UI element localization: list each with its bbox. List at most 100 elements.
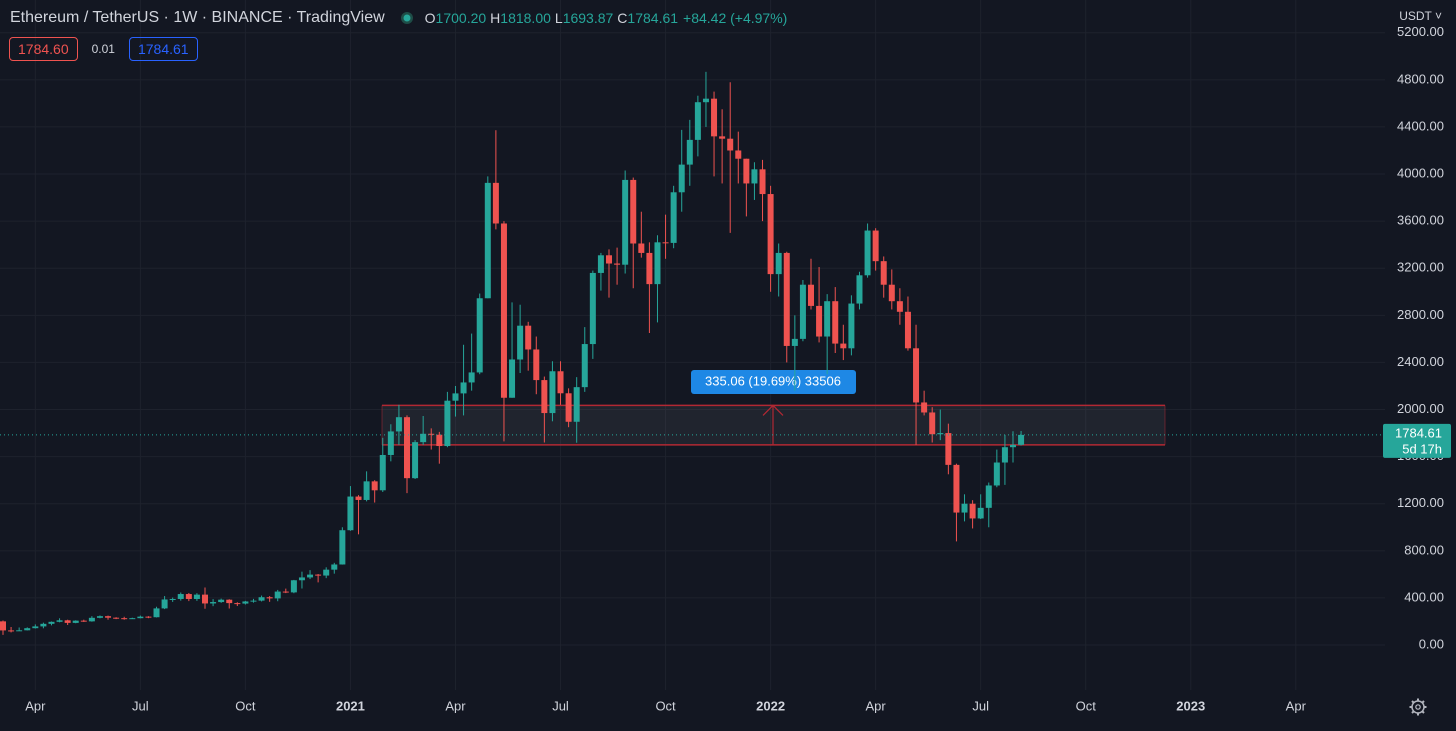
candle-body <box>783 252 790 346</box>
candle-body <box>185 594 192 599</box>
legend-change: +84.42 (+4.97%) <box>683 10 788 26</box>
candle-body <box>791 338 798 346</box>
candle-body <box>565 393 572 422</box>
candle-body <box>541 380 548 414</box>
candle-body <box>476 298 483 373</box>
candle-body <box>832 301 839 344</box>
candle-body <box>500 223 507 398</box>
candle-body <box>581 344 588 388</box>
candle-body <box>638 243 645 253</box>
candle-body <box>137 616 144 619</box>
candle-body <box>606 255 612 264</box>
gear-tooth <box>1411 700 1415 704</box>
candle-body <box>121 618 128 620</box>
candle-body <box>355 496 362 500</box>
price-tag <box>1383 423 1451 458</box>
candle-body <box>775 252 782 275</box>
candle-body <box>153 608 160 618</box>
candle-body <box>404 417 410 479</box>
x-tick-label: Apr <box>25 698 46 713</box>
candle-body <box>622 179 629 265</box>
y-tick-label: 1200.00 <box>1397 495 1444 510</box>
candle-body <box>678 164 685 193</box>
candle-body <box>646 252 653 285</box>
x-tick-label: Jul <box>552 698 569 713</box>
candle-body <box>759 169 766 195</box>
candle-body <box>848 303 855 349</box>
candle-body <box>339 530 346 565</box>
candle-body <box>904 311 911 349</box>
candle-body <box>105 616 112 618</box>
candle-body <box>525 325 532 350</box>
candle-body <box>921 402 928 413</box>
y-tick-label: 5200.00 <box>1397 24 1444 39</box>
legend-label: O <box>424 10 436 26</box>
candle-body <box>290 580 297 593</box>
price-tag-value: 1784.61 <box>1395 425 1442 440</box>
candle-body <box>40 623 47 627</box>
legend-label: L <box>554 10 563 26</box>
legend-value: 1784.61 <box>627 10 679 26</box>
y-tick-label: 400.00 <box>1404 589 1444 604</box>
candle-body <box>492 182 499 224</box>
currency-label: USDT <box>1399 9 1432 23</box>
gear-hole <box>1415 704 1421 710</box>
candle-body <box>969 503 976 519</box>
sell-button[interactable]: 1784.60 <box>9 37 78 61</box>
candle-body <box>226 599 233 604</box>
candle-body <box>331 564 338 570</box>
candle-body <box>145 616 152 618</box>
candle-body <box>743 158 750 184</box>
candle-body <box>840 343 847 349</box>
candle-body <box>436 434 443 447</box>
candle-body <box>88 617 95 622</box>
candle-body <box>32 626 39 629</box>
candle-body <box>56 620 63 622</box>
buy-button[interactable]: 1784.61 <box>128 37 198 61</box>
candle-body <box>484 182 491 299</box>
candle-body <box>864 230 871 276</box>
candle-body <box>816 305 823 337</box>
candle-body <box>985 485 992 508</box>
y-tick-label: 3600.00 <box>1397 213 1444 228</box>
x-tick-label: Oct <box>235 698 256 713</box>
candle-body <box>824 301 831 337</box>
status-dot <box>400 12 413 24</box>
candle-body <box>1010 444 1016 448</box>
candle-body <box>929 412 936 435</box>
y-tick-label: 0.00 <box>1419 636 1444 651</box>
measure-arrowhead <box>762 404 784 416</box>
candle-body <box>282 591 289 593</box>
candle-body <box>420 433 427 443</box>
candle-body <box>630 179 637 244</box>
candle-body <box>315 574 322 576</box>
candle-body <box>64 620 71 623</box>
candle-body <box>711 98 718 137</box>
candle-body <box>533 349 540 381</box>
candle-body <box>460 382 467 394</box>
candle-body <box>323 569 330 576</box>
gear-ring <box>1411 700 1425 714</box>
candle-body <box>452 393 459 401</box>
candle-body <box>670 192 677 243</box>
settings-icon[interactable] <box>1409 698 1427 716</box>
candle-body <box>694 102 701 140</box>
candle-body <box>307 574 314 578</box>
chart-title: Ethereum / TetherUS · 1W · BINANCE · Tra… <box>10 9 385 26</box>
currency-select[interactable]: USDT ˅ <box>1399 9 1442 23</box>
candle-body <box>8 630 15 632</box>
candle-body <box>363 481 370 500</box>
candle-body <box>161 599 168 609</box>
candle-body <box>428 433 435 435</box>
y-tick-label: 2800.00 <box>1397 307 1444 322</box>
candle-body <box>202 594 208 604</box>
candle-body <box>913 348 920 403</box>
measure-box <box>691 370 856 394</box>
candle-body <box>937 433 944 435</box>
candle-body <box>589 272 596 345</box>
candle-body <box>856 275 863 304</box>
candle-body <box>896 301 903 312</box>
candle-body <box>614 263 621 265</box>
x-tick-label: 2021 <box>336 698 365 713</box>
candle-body <box>371 481 378 491</box>
